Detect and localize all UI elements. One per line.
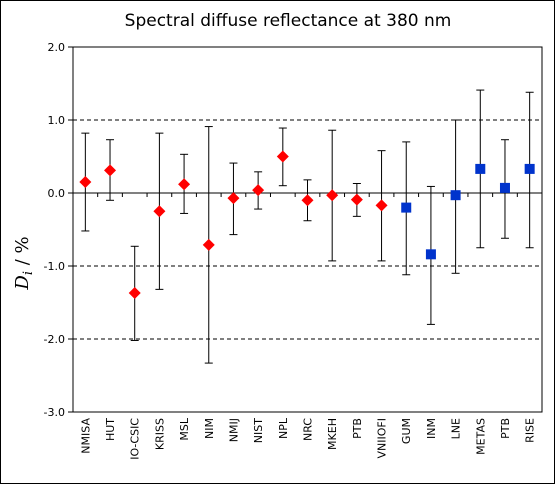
x-category-label: NMISA [79, 418, 92, 454]
x-category-label: GUM [400, 418, 413, 444]
x-category-layer: NMISA HUT IO-CSIC KRISS MSL NIM NMIJ NIST NPL NRC… [79, 417, 536, 460]
x-category-label: VNIIOFI [376, 418, 389, 458]
y-axis-label-rest: / % [12, 236, 33, 271]
data-point-diamond [153, 205, 166, 218]
data-point-diamond [326, 189, 339, 202]
data-point-diamond [301, 194, 314, 207]
data-point-square [524, 163, 535, 174]
x-category-label: PTB [351, 418, 364, 439]
x-category-label: HUT [104, 418, 117, 441]
data-point-diamond [128, 287, 141, 300]
x-category-label: RISE [524, 418, 537, 443]
data-point-diamond [276, 150, 289, 163]
data-point-diamond [79, 176, 92, 189]
data-point-diamond [252, 184, 265, 197]
x-category-label: PTB [499, 418, 512, 439]
data-point-square [475, 163, 486, 174]
data-point-diamond [178, 178, 191, 191]
x-category-label: LNE [450, 418, 463, 439]
data-point-square [450, 190, 461, 201]
x-category-label: MSL [178, 417, 191, 440]
y-tick-label: 2.0 [48, 41, 66, 54]
plot-area-border [72, 46, 543, 413]
data-point-diamond [104, 164, 117, 177]
y-tick-label: -3.0 [44, 406, 65, 419]
x-category-label: NRC [302, 418, 315, 441]
errorbar-layer [81, 89, 534, 364]
grid-layer [73, 119, 542, 340]
chart-title: Spectral diffuse reflectance at 380 nm [125, 11, 452, 31]
x-category-label: NMIJ [227, 418, 240, 442]
x-category-label: NPL [277, 417, 290, 439]
x-category-label: NIM [203, 418, 216, 439]
svg-text:Di / %: Di / % [12, 236, 36, 290]
y-axis-label-sub: i [21, 271, 36, 275]
data-point-square [401, 202, 412, 213]
axis-layer [72, 46, 543, 413]
x-category-label: MKEH [326, 418, 339, 450]
y-tick-label: -2.0 [44, 333, 65, 346]
x-category-label: METAS [474, 418, 487, 455]
y-tick-layer: 2.0 1.0 0.0 -1.0 -2.0 -3.0 [44, 41, 73, 419]
x-category-label: NIST [252, 418, 265, 443]
data-point-diamond [350, 193, 363, 206]
y-tick-label: 0.0 [48, 187, 66, 200]
marker-layer [79, 150, 535, 300]
x-category-label: INM [425, 418, 438, 439]
data-point-diamond [202, 238, 215, 251]
y-axis-label: Di / % [12, 236, 36, 290]
data-point-diamond [227, 192, 240, 205]
x-category-label: IO-CSIC [129, 418, 142, 460]
x-category-label: KRISS [153, 418, 166, 450]
y-axis-label-main: D [12, 275, 33, 291]
data-point-square [425, 249, 436, 260]
data-point-square [499, 182, 510, 193]
y-tick-label: -1.0 [44, 260, 65, 273]
data-point-diamond [375, 199, 388, 212]
y-tick-label: 1.0 [48, 114, 66, 127]
